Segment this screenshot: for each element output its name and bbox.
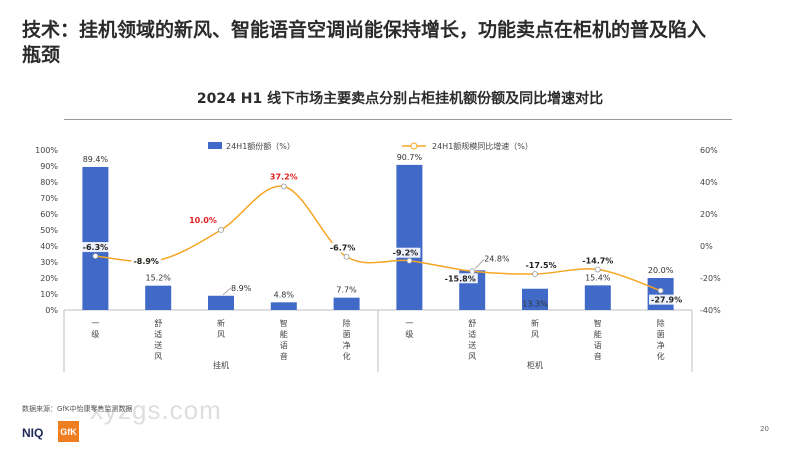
watermark: xyzgs.com bbox=[90, 395, 222, 425]
growth-label-bg bbox=[580, 255, 616, 266]
bar-data-label: 8.9% bbox=[231, 284, 252, 293]
category-label: 新风 bbox=[531, 318, 539, 339]
bar-data-label: 13.3% bbox=[522, 300, 548, 309]
bar-data-label: 90.7% bbox=[397, 153, 423, 162]
category-label: 智能语音 bbox=[280, 318, 288, 361]
y-left-tick-label: 60% bbox=[40, 210, 58, 219]
bar bbox=[270, 302, 297, 310]
category-label: 舒适送风 bbox=[154, 318, 162, 361]
bar bbox=[647, 278, 674, 310]
page-number: 20 bbox=[760, 425, 769, 433]
growth-data-label: 37.2% bbox=[270, 172, 298, 181]
label-leader-line bbox=[222, 287, 232, 296]
growth-data-label: -8.9% bbox=[133, 257, 159, 266]
y-right-tick-label: 40% bbox=[700, 178, 718, 187]
bar-data-label: 24.8% bbox=[484, 254, 510, 263]
bar bbox=[145, 285, 172, 310]
bar-data-label: 15.4% bbox=[585, 273, 611, 282]
bar-data-label: 15.2% bbox=[145, 274, 171, 283]
gfk-logo: GfK bbox=[58, 421, 79, 442]
legend-line-label: 24H1额规模同比增速（%） bbox=[432, 141, 533, 151]
growth-data-label: -14.7% bbox=[582, 257, 613, 266]
category-label: 除菌净化 bbox=[657, 318, 665, 361]
category-label: 新风 bbox=[217, 318, 225, 339]
y-right-tick-label: 0% bbox=[700, 242, 713, 251]
growth-point bbox=[280, 183, 287, 190]
y-left-tick-label: 20% bbox=[40, 274, 58, 283]
growth-label-bg bbox=[390, 247, 421, 258]
growth-data-label: -15.8% bbox=[445, 274, 476, 283]
y-right-tick-label: -40% bbox=[700, 306, 721, 315]
y-right-tick-label: 20% bbox=[700, 210, 718, 219]
y-left-tick-label: 10% bbox=[40, 290, 58, 299]
y-left-tick-label: 40% bbox=[40, 242, 58, 251]
data-source-note: 数据来源：GfK中怡康零售监测数据 bbox=[22, 405, 133, 413]
legend-bar-swatch bbox=[208, 142, 222, 149]
y-left-tick-label: 80% bbox=[40, 178, 58, 187]
growth-point bbox=[469, 268, 476, 275]
growth-data-label: 10.0% bbox=[189, 216, 217, 225]
growth-series-line bbox=[95, 185, 661, 292]
page-headline: 技术：挂机领域的新风、智能语音空调尚能保持增长，功能卖点在柜机的普及陷入瓶颈 bbox=[22, 19, 707, 66]
growth-label-bg bbox=[649, 294, 685, 305]
bar bbox=[82, 166, 109, 310]
category-label: 舒适送风 bbox=[468, 318, 476, 361]
growth-point bbox=[594, 266, 601, 273]
niq-logo: NIQ bbox=[22, 426, 44, 440]
y-left-tick-label: 90% bbox=[40, 162, 58, 171]
bar bbox=[208, 295, 234, 310]
title-divider bbox=[64, 119, 732, 120]
growth-label-bg bbox=[442, 273, 478, 284]
legend-bar-label: 24H1额份额（%） bbox=[226, 141, 295, 151]
bar-data-label: 4.8% bbox=[274, 290, 295, 299]
growth-point bbox=[532, 271, 538, 277]
bar-data-label: 7.7% bbox=[336, 286, 357, 295]
bar bbox=[584, 285, 611, 310]
growth-label-bg bbox=[327, 242, 358, 253]
bar bbox=[522, 288, 548, 310]
label-leader-line bbox=[474, 259, 485, 269]
y-right-tick-label: 60% bbox=[700, 146, 718, 155]
growth-label-bg bbox=[523, 260, 559, 270]
y-left-tick-label: 50% bbox=[40, 226, 58, 235]
group-label: 挂机 bbox=[213, 360, 229, 370]
growth-point bbox=[657, 287, 664, 294]
bar bbox=[396, 164, 423, 310]
growth-data-label: -17.5% bbox=[525, 261, 556, 270]
bar bbox=[333, 297, 360, 310]
legend-line-marker bbox=[410, 142, 418, 150]
growth-data-label: -6.3% bbox=[83, 243, 109, 252]
chart-title: 2024 H1 线下市场主要卖点分别占柜挂机额份额及同比增速对比 bbox=[196, 91, 604, 107]
growth-point bbox=[343, 253, 350, 260]
y-left-tick-label: 0% bbox=[45, 306, 58, 315]
y-left-tick-label: 70% bbox=[40, 194, 58, 203]
growth-data-label: -9.2% bbox=[393, 249, 419, 258]
growth-label-bg bbox=[131, 256, 162, 267]
category-label: 一级 bbox=[405, 319, 413, 339]
bar-data-label: 20.0% bbox=[648, 266, 674, 275]
bar-data-label: 89.4% bbox=[83, 155, 109, 164]
y-left-tick-label: 100% bbox=[35, 146, 58, 155]
y-right-tick-label: -20% bbox=[700, 274, 721, 283]
growth-data-label: -27.9% bbox=[651, 296, 682, 305]
growth-point bbox=[406, 257, 413, 264]
growth-point bbox=[218, 227, 224, 233]
category-label: 一级 bbox=[91, 319, 99, 339]
group-label: 柜机 bbox=[527, 360, 543, 370]
category-label: 智能语音 bbox=[594, 318, 602, 361]
y-left-tick-label: 30% bbox=[40, 258, 58, 267]
growth-data-label: -6.7% bbox=[330, 244, 356, 253]
growth-label-bg bbox=[80, 242, 111, 253]
category-label: 除菌净化 bbox=[343, 318, 351, 361]
growth-point bbox=[92, 253, 99, 259]
